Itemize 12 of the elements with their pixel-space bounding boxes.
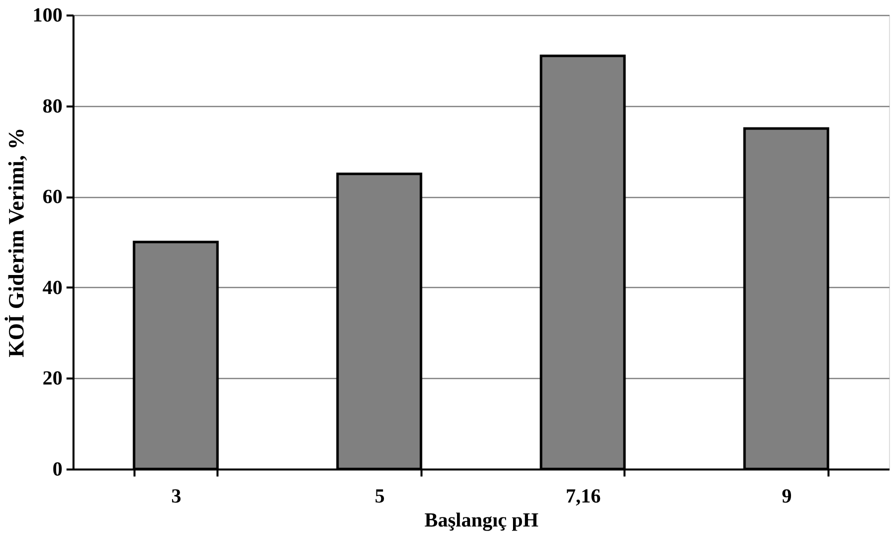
y-tick-label: 80 (42, 95, 62, 118)
x-tick-label: 3 (171, 486, 182, 508)
y-tick-label: 20 (42, 368, 62, 390)
y-tick-label: 40 (42, 276, 62, 299)
y-tick-label: 0 (52, 458, 62, 480)
x-tick-label: 9 (782, 486, 792, 508)
x-tick-label: 5 (374, 486, 385, 508)
y-tick-label: 100 (32, 4, 62, 26)
y-axis-title: KOİ Giderim Verimi, % (4, 128, 28, 358)
x-axis-title: Başlangıç pH (424, 510, 539, 532)
y-tick-label: 60 (42, 186, 62, 208)
x-tick-label: 7,16 (566, 486, 601, 508)
